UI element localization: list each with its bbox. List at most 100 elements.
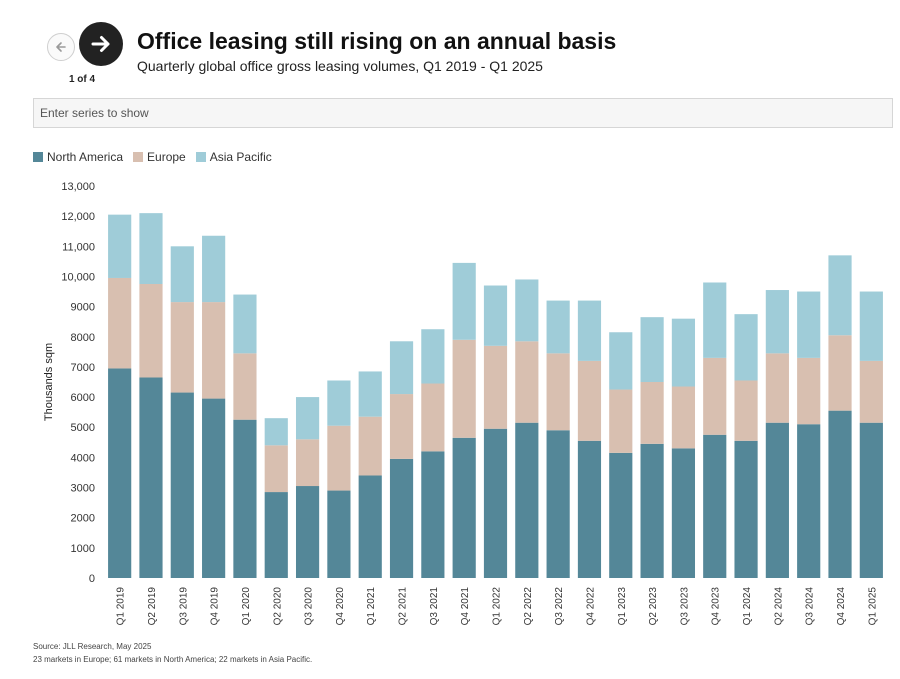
- bar-asia-pacific[interactable]: [483, 285, 508, 346]
- bar-north-america[interactable]: [327, 490, 351, 578]
- bar-europe[interactable]: [515, 341, 539, 423]
- x-tick-label: Q1 2025: [867, 587, 878, 626]
- bar-asia-pacific[interactable]: [703, 282, 727, 358]
- bar-north-america[interactable]: [108, 368, 132, 578]
- previous-chart-button[interactable]: [47, 33, 75, 61]
- bar-asia-pacific[interactable]: [108, 214, 132, 278]
- x-tick-label: Q4 2022: [585, 587, 596, 626]
- bar-north-america[interactable]: [640, 443, 664, 578]
- legend-item-north-america[interactable]: North America: [33, 150, 123, 164]
- bar-asia-pacific[interactable]: [202, 235, 226, 303]
- bar-europe[interactable]: [577, 360, 602, 441]
- bar-north-america[interactable]: [264, 492, 288, 578]
- bar-asia-pacific[interactable]: [577, 300, 602, 361]
- bar-europe[interactable]: [734, 380, 758, 441]
- bar-europe[interactable]: [640, 382, 664, 444]
- bar-north-america[interactable]: [703, 434, 727, 578]
- bar-europe[interactable]: [233, 353, 257, 420]
- y-tick-label: 0: [89, 573, 95, 585]
- bar-north-america[interactable]: [577, 440, 602, 578]
- bar-north-america[interactable]: [828, 410, 852, 578]
- bar-asia-pacific[interactable]: [233, 294, 257, 354]
- y-tick-label: 9000: [71, 302, 95, 314]
- chart-footer: Source: JLL Research, May 2025 23 market…: [33, 640, 312, 666]
- bar-asia-pacific[interactable]: [170, 246, 194, 303]
- bar-europe[interactable]: [170, 302, 194, 393]
- bar-europe[interactable]: [765, 353, 789, 423]
- next-chart-button[interactable]: [79, 22, 123, 66]
- chart-title: Office leasing still rising on an annual…: [137, 28, 617, 54]
- bar-north-america[interactable]: [734, 440, 758, 578]
- bar-europe[interactable]: [202, 302, 226, 399]
- bar-north-america[interactable]: [295, 486, 320, 578]
- bar-europe[interactable]: [797, 357, 821, 425]
- bar-north-america[interactable]: [233, 419, 257, 578]
- bar-north-america[interactable]: [546, 430, 570, 578]
- bar-europe[interactable]: [609, 389, 633, 453]
- bar-north-america[interactable]: [671, 448, 696, 578]
- bar-europe[interactable]: [108, 277, 132, 369]
- bar-asia-pacific[interactable]: [358, 371, 382, 417]
- bar-asia-pacific[interactable]: [734, 314, 758, 381]
- bar-europe[interactable]: [703, 357, 727, 435]
- x-tick-label: Q3 2024: [805, 587, 816, 626]
- bar-asia-pacific[interactable]: [828, 255, 852, 336]
- bar-north-america[interactable]: [139, 377, 163, 578]
- legend-label-north-america: North America: [47, 150, 124, 164]
- bar-europe[interactable]: [828, 335, 852, 411]
- bar-north-america[interactable]: [421, 451, 445, 578]
- bar-europe[interactable]: [264, 445, 288, 493]
- bar-europe[interactable]: [671, 386, 696, 449]
- bar-asia-pacific[interactable]: [765, 290, 789, 354]
- bar-asia-pacific[interactable]: [295, 397, 320, 440]
- bar-asia-pacific[interactable]: [859, 291, 883, 361]
- bar-europe[interactable]: [295, 439, 320, 487]
- bar-europe[interactable]: [859, 360, 883, 423]
- x-tick-label: Q4 2024: [836, 587, 847, 626]
- bar-europe[interactable]: [546, 353, 570, 431]
- y-tick-label: 13,000: [61, 181, 95, 193]
- bar-asia-pacific[interactable]: [515, 279, 539, 342]
- bar-asia-pacific[interactable]: [327, 380, 351, 426]
- bar-asia-pacific[interactable]: [797, 291, 821, 358]
- legend-item-europe[interactable]: Europe: [133, 150, 186, 164]
- bar-north-america[interactable]: [358, 475, 382, 578]
- legend-label-asia-pacific: Asia Pacific: [209, 150, 272, 164]
- bar-asia-pacific[interactable]: [421, 329, 445, 384]
- bar-north-america[interactable]: [797, 424, 821, 578]
- bar-asia-pacific[interactable]: [671, 318, 696, 387]
- series-search-input[interactable]: [33, 98, 893, 128]
- bar-europe[interactable]: [389, 394, 414, 459]
- y-tick-label: 3000: [71, 483, 95, 495]
- bar-asia-pacific[interactable]: [546, 300, 570, 354]
- legend-swatch-asia-pacific: [195, 152, 206, 162]
- bar-asia-pacific[interactable]: [139, 213, 163, 284]
- legend-item-asia-pacific[interactable]: Asia Pacific: [195, 150, 272, 164]
- y-tick-label: 7000: [71, 362, 95, 374]
- bar-north-america[interactable]: [515, 422, 539, 578]
- bar-europe[interactable]: [452, 339, 476, 438]
- bar-asia-pacific[interactable]: [640, 317, 664, 382]
- bar-north-america[interactable]: [202, 398, 226, 578]
- x-tick-label: Q4 2021: [460, 587, 471, 626]
- bar-europe[interactable]: [421, 383, 445, 452]
- bar-north-america[interactable]: [389, 458, 414, 578]
- bar-north-america[interactable]: [859, 422, 883, 578]
- bar-asia-pacific[interactable]: [264, 418, 288, 446]
- bar-europe[interactable]: [483, 345, 508, 429]
- bar-asia-pacific[interactable]: [389, 341, 414, 395]
- bar-europe[interactable]: [139, 284, 163, 378]
- legend-swatch-north-america: [33, 152, 43, 162]
- bar-north-america[interactable]: [452, 437, 476, 578]
- y-tick-label: 8000: [71, 332, 95, 344]
- bar-asia-pacific[interactable]: [452, 262, 476, 340]
- bar-north-america[interactable]: [483, 428, 508, 578]
- bar-europe[interactable]: [327, 425, 351, 491]
- bar-asia-pacific[interactable]: [609, 332, 633, 390]
- bar-north-america[interactable]: [609, 452, 633, 578]
- source-note: Source: JLL Research, May 2025: [33, 642, 152, 651]
- bar-north-america[interactable]: [170, 392, 194, 578]
- bar-north-america[interactable]: [765, 422, 789, 578]
- y-tick-label: 6000: [71, 392, 95, 404]
- bar-europe[interactable]: [358, 416, 382, 476]
